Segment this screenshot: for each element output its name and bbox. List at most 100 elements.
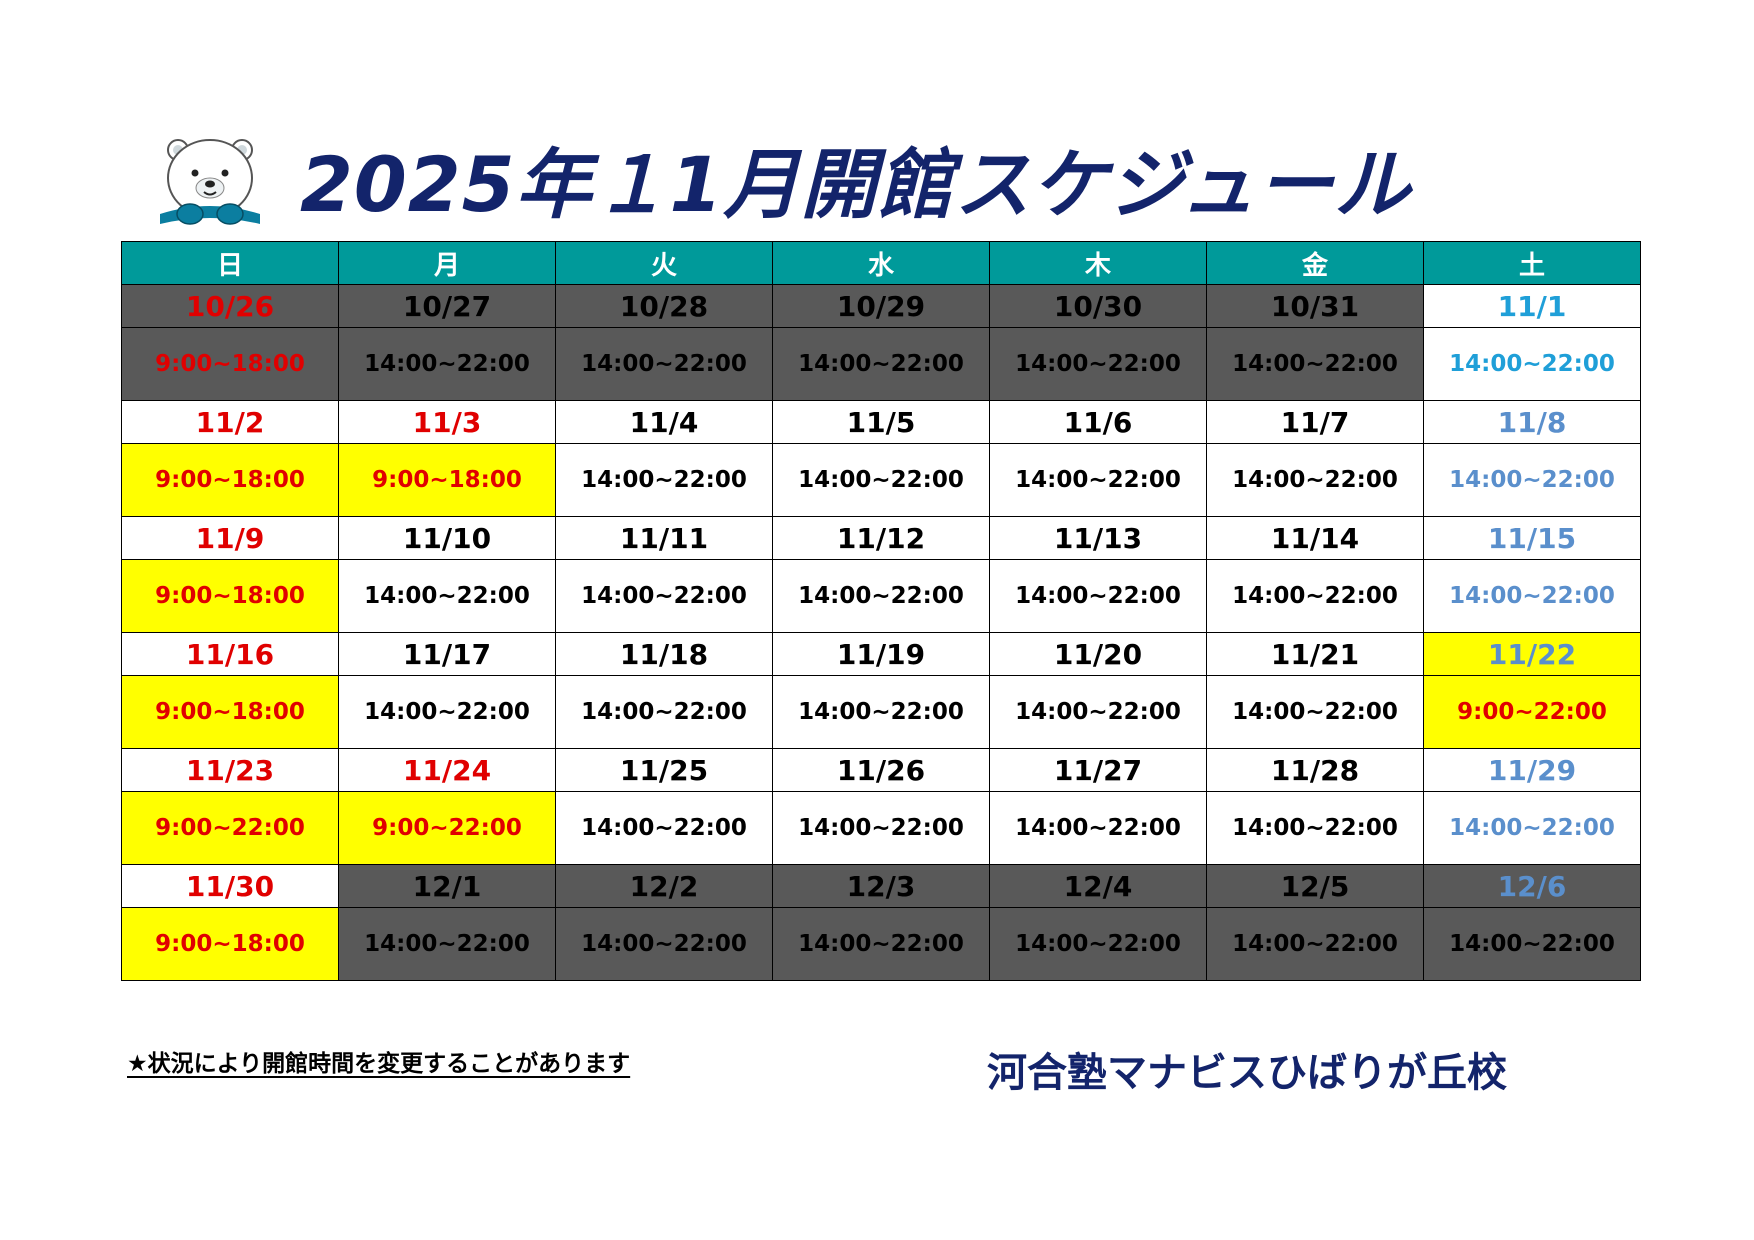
date-cell: 10/27 (338, 284, 556, 328)
hours-cell: 14:00~22:00 (1206, 327, 1424, 401)
hours-cell: 14:00~22:00 (1423, 559, 1641, 633)
hours-row: 9:00~18:00 9:00~18:00 14:00~22:00 14:00~22:… (121, 443, 1641, 517)
date-cell: 11/25 (555, 748, 773, 792)
hours-cell: 14:00~22:00 (989, 791, 1207, 865)
date-cell: 11/8 (1423, 400, 1641, 444)
date-row: 11/23 11/24 11/25 11/26 11/27 11/28 11/29 (121, 748, 1641, 792)
hours-cell: 14:00~22:00 (772, 675, 990, 749)
date-cell: 11/12 (772, 516, 990, 560)
hours-row: 9:00~18:00 14:00~22:00 14:00~22:00 14:00~22… (121, 907, 1641, 981)
schedule-note: ★状況により開館時間を変更することがあります (127, 1051, 631, 1077)
date-row: 11/2 11/3 11/4 11/5 11/6 11/7 11/8 (121, 400, 1641, 444)
hours-cell: 9:00~18:00 (121, 907, 339, 981)
hours-cell: 14:00~22:00 (1423, 907, 1641, 981)
date-cell: 12/5 (1206, 864, 1424, 908)
hours-cell: 14:00~22:00 (338, 559, 556, 633)
hours-cell: 14:00~22:00 (989, 907, 1207, 981)
hours-cell: 14:00~22:00 (555, 327, 773, 401)
date-cell: 12/6 (1423, 864, 1641, 908)
date-cell: 12/1 (338, 864, 556, 908)
hours-cell: 14:00~22:00 (338, 907, 556, 981)
hours-cell: 14:00~22:00 (772, 791, 990, 865)
hours-cell: 14:00~22:00 (989, 443, 1207, 517)
date-cell: 11/6 (989, 400, 1207, 444)
hours-cell: 9:00~22:00 (338, 791, 556, 865)
page-title: 2025年１1月開館スケジュール (300, 140, 1412, 229)
date-cell: 10/26 (121, 284, 339, 328)
date-cell: 11/22 (1423, 632, 1641, 676)
hours-cell: 14:00~22:00 (989, 327, 1207, 401)
date-cell: 11/11 (555, 516, 773, 560)
hours-cell: 14:00~22:00 (1423, 327, 1641, 401)
hours-cell: 14:00~22:00 (555, 907, 773, 981)
hours-cell: 9:00~22:00 (121, 791, 339, 865)
hours-cell: 14:00~22:00 (772, 559, 990, 633)
date-cell: 12/4 (989, 864, 1207, 908)
date-cell: 10/28 (555, 284, 773, 328)
hours-cell: 14:00~22:00 (1206, 443, 1424, 517)
date-cell: 11/7 (1206, 400, 1424, 444)
hours-cell: 14:00~22:00 (1206, 907, 1424, 981)
date-cell: 10/31 (1206, 284, 1424, 328)
hours-cell: 14:00~22:00 (1206, 675, 1424, 749)
date-cell: 11/19 (772, 632, 990, 676)
date-cell: 10/29 (772, 284, 990, 328)
date-cell: 11/26 (772, 748, 990, 792)
weekday-header-cell: 日 (121, 241, 339, 285)
date-cell: 11/18 (555, 632, 773, 676)
hours-cell: 14:00~22:00 (555, 675, 773, 749)
hours-cell: 9:00~18:00 (121, 443, 339, 517)
date-cell: 11/15 (1423, 516, 1641, 560)
hours-cell: 14:00~22:00 (1423, 443, 1641, 517)
date-cell: 11/3 (338, 400, 556, 444)
hours-row: 9:00~18:00 14:00~22:00 14:00~22:00 14:00~22… (121, 327, 1641, 401)
date-cell: 11/23 (121, 748, 339, 792)
school-name: 河合塾マナビスひばりが丘校 (987, 1050, 1507, 1096)
date-row: 11/16 11/17 11/18 11/19 11/20 11/21 11/22 (121, 632, 1641, 676)
schedule-body: 10/26 10/27 10/28 10/29 10/30 10/31 11/1 9:00~1… (121, 284, 1641, 981)
date-cell: 10/30 (989, 284, 1207, 328)
weekday-header-cell: 火 (555, 241, 773, 285)
hours-cell: 14:00~22:00 (772, 443, 990, 517)
date-cell: 11/9 (121, 516, 339, 560)
weekday-header-cell: 金 (1206, 241, 1424, 285)
hours-cell: 9:00~18:00 (121, 675, 339, 749)
date-cell: 11/24 (338, 748, 556, 792)
date-cell: 11/20 (989, 632, 1207, 676)
hours-cell: 14:00~22:00 (772, 907, 990, 981)
title-row: 2025年１1月開館スケジュール (150, 128, 1570, 229)
hours-cell: 14:00~22:00 (1206, 559, 1424, 633)
hours-cell: 14:00~22:00 (555, 791, 773, 865)
date-cell: 11/4 (555, 400, 773, 444)
weekday-header-cell: 月 (338, 241, 556, 285)
date-row: 11/30 12/1 12/2 12/3 12/4 12/5 12/6 (121, 864, 1641, 908)
polar-bear-mascot-icon (160, 139, 260, 225)
hours-row: 9:00~18:00 14:00~22:00 14:00~22:00 14:00~22… (121, 675, 1641, 749)
date-cell: 11/2 (121, 400, 339, 444)
date-cell: 11/1 (1423, 284, 1641, 328)
date-cell: 11/5 (772, 400, 990, 444)
hours-cell: 14:00~22:00 (989, 675, 1207, 749)
hours-cell: 14:00~22:00 (555, 559, 773, 633)
date-cell: 11/16 (121, 632, 339, 676)
date-cell: 11/29 (1423, 748, 1641, 792)
hours-row: 9:00~22:00 9:00~22:00 14:00~22:00 14:00~22:… (121, 791, 1641, 865)
weekday-header-row: 日月火水木金土 (121, 241, 1641, 285)
date-cell: 11/28 (1206, 748, 1424, 792)
date-cell: 12/3 (772, 864, 990, 908)
hours-cell: 9:00~18:00 (121, 559, 339, 633)
date-cell: 12/2 (555, 864, 773, 908)
hours-cell: 14:00~22:00 (338, 675, 556, 749)
hours-row: 9:00~18:00 14:00~22:00 14:00~22:00 14:00~22… (121, 559, 1641, 633)
hours-cell: 9:00~18:00 (338, 443, 556, 517)
date-cell: 11/21 (1206, 632, 1424, 676)
date-cell: 11/14 (1206, 516, 1424, 560)
hours-cell: 9:00~18:00 (121, 327, 339, 401)
hours-cell: 14:00~22:00 (338, 327, 556, 401)
weekday-header-cell: 土 (1423, 241, 1641, 285)
hours-cell: 14:00~22:00 (772, 327, 990, 401)
date-row: 10/26 10/27 10/28 10/29 10/30 10/31 11/1 (121, 284, 1641, 328)
weekday-header-cell: 木 (989, 241, 1207, 285)
schedule-table: 日月火水木金土 10/26 10/27 10/28 10/29 10/30 10/31 11… (121, 241, 1641, 981)
hours-cell: 14:00~22:00 (1206, 791, 1424, 865)
